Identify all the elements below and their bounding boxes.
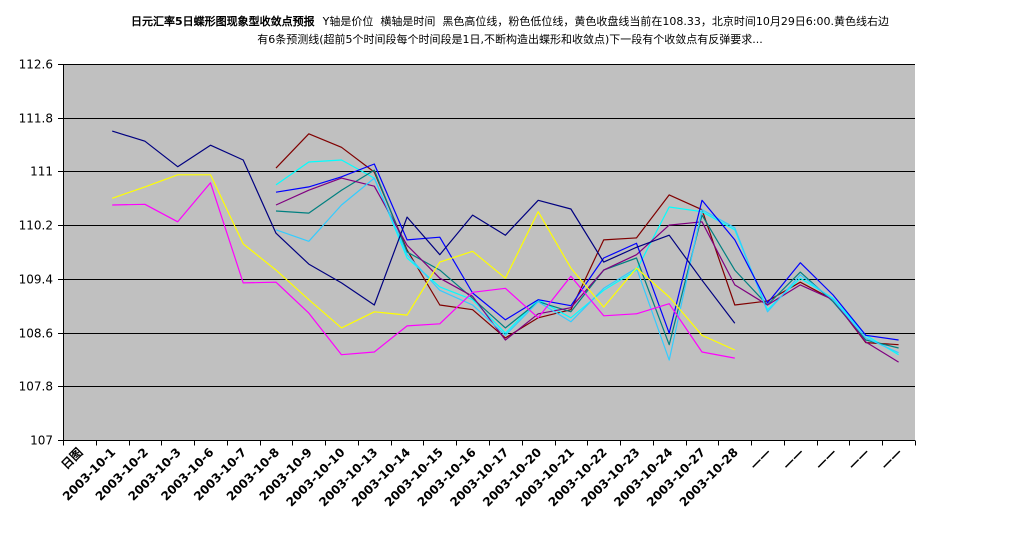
- plot-area: [63, 64, 915, 440]
- series-line-6: [275, 163, 899, 341]
- y-tick-label: 109.4: [19, 273, 53, 287]
- x-tick-label: ——: [845, 445, 872, 472]
- y-tick-label: 107: [30, 434, 53, 448]
- series-line-4: [275, 177, 899, 363]
- plot-layer: [63, 64, 915, 440]
- x-tick-label: 2003-10-28: [677, 445, 741, 509]
- y-tick-label: 108.6: [19, 327, 53, 341]
- x-tick-label: ——: [747, 445, 774, 472]
- x-tick-label: ——: [780, 445, 807, 472]
- y-tick-label: 111: [30, 165, 53, 179]
- series-line-7: [112, 130, 736, 324]
- axes-layer: [58, 64, 916, 446]
- x-tick-label: ——: [878, 445, 905, 472]
- series-line-8: [112, 174, 736, 351]
- title-line-1: 日元汇率5日蝶形图现象型收敛点预报 Y轴是价位 横轴是时间 黑色高位线，粉色低位线…: [0, 13, 1020, 31]
- title-main: 日元汇率5日蝶形图现象型收敛点预报: [130, 15, 315, 28]
- x-tick-label: 日图: [59, 445, 86, 472]
- series-layer: [112, 130, 899, 363]
- y-tick-label: 112.6: [19, 58, 53, 72]
- title-line-2: 有6条预测线(超前5个时间段每个时间段是1日,不断构造出蝶形和收敛点)下一段有个…: [257, 33, 763, 46]
- y-tick-label: 110.2: [19, 219, 53, 233]
- series-line-5: [275, 177, 899, 361]
- chart-title: 日元汇率5日蝶形图现象型收敛点预报 Y轴是价位 横轴是时间 黑色高位线，粉色低位线…: [0, 13, 1020, 49]
- y-tick-label: 111.8: [19, 112, 53, 126]
- title-description: Y轴是价位 横轴是时间 黑色高位线，粉色低位线，黄色收盘线当前在108.33，北…: [322, 15, 890, 28]
- x-tick-label: ——: [812, 445, 839, 472]
- series-line-9: [112, 182, 735, 359]
- y-tick-label: 107.8: [19, 380, 53, 394]
- series-line-3: [275, 169, 899, 349]
